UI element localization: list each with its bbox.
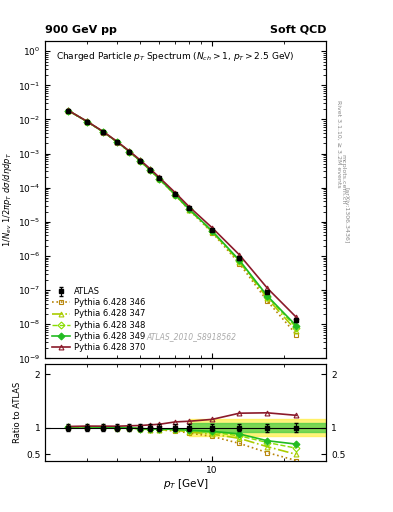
Pythia 6.428 348 [237,258,242,264]
Text: 900 GeV pp: 900 GeV pp [45,25,117,35]
Pythia 6.428 349 [173,191,178,198]
Pythia 6.428 348 [115,139,119,145]
Pythia 6.428 346 [237,261,242,267]
Pythia 6.428 370 [101,129,106,135]
Text: mcplots.cern.ch: mcplots.cern.ch [340,154,345,204]
Bar [189,423,326,432]
Pythia 6.428 370 [148,166,152,172]
Pythia 6.428 346 [210,229,215,236]
Pythia 6.428 349 [237,257,242,263]
Pythia 6.428 348 [265,293,270,300]
Pythia 6.428 347 [115,139,119,145]
Pythia 6.428 347 [101,129,106,135]
Line: Pythia 6.428 348: Pythia 6.428 348 [66,108,299,330]
Pythia 6.428 349 [265,293,270,299]
Pythia 6.428 347 [85,119,90,125]
Pythia 6.428 347 [294,328,299,334]
Pythia 6.428 348 [173,191,178,198]
Pythia 6.428 348 [157,176,162,182]
Pythia 6.428 346 [265,298,270,304]
Pythia 6.428 370 [127,148,132,154]
Line: Pythia 6.428 346: Pythia 6.428 346 [66,108,299,337]
Pythia 6.428 370 [138,157,143,163]
Pythia 6.428 348 [187,206,191,212]
Pythia 6.428 370 [265,285,270,291]
Pythia 6.428 348 [66,108,71,114]
Y-axis label: $1/N_{ev}$ $1/2\pi p_T$ $d\sigma/d\eta dp_T$: $1/N_{ev}$ $1/2\pi p_T$ $d\sigma/d\eta d… [1,152,14,247]
Pythia 6.428 348 [210,228,215,234]
Pythia 6.428 346 [294,331,299,337]
Pythia 6.428 347 [237,259,242,265]
Pythia 6.428 346 [138,158,143,164]
Pythia 6.428 349 [138,158,143,164]
Pythia 6.428 347 [66,108,71,114]
Pythia 6.428 347 [127,148,132,155]
Pythia 6.428 347 [187,206,191,212]
Pythia 6.428 348 [294,325,299,331]
Pythia 6.428 370 [294,314,299,321]
Line: Pythia 6.428 370: Pythia 6.428 370 [66,108,299,319]
Pythia 6.428 349 [85,119,90,125]
Pythia 6.428 349 [66,108,71,114]
X-axis label: $p_T$ [GeV]: $p_T$ [GeV] [163,477,208,492]
Pythia 6.428 349 [187,206,191,212]
Pythia 6.428 349 [127,148,132,155]
Pythia 6.428 349 [157,176,162,182]
Pythia 6.428 346 [115,139,119,145]
Pythia 6.428 349 [148,167,152,173]
Legend: ATLAS, Pythia 6.428 346, Pythia 6.428 347, Pythia 6.428 348, Pythia 6.428 349, P: ATLAS, Pythia 6.428 346, Pythia 6.428 34… [50,285,147,354]
Pythia 6.428 347 [210,229,215,235]
Pythia 6.428 349 [101,129,106,135]
Pythia 6.428 346 [148,167,152,173]
Pythia 6.428 347 [138,158,143,164]
Bar [189,419,326,436]
Pythia 6.428 370 [173,189,178,196]
Pythia 6.428 347 [157,176,162,182]
Line: Pythia 6.428 349: Pythia 6.428 349 [66,108,299,328]
Text: [arXiv:1306.3436]: [arXiv:1306.3436] [344,187,349,243]
Pythia 6.428 346 [85,119,90,125]
Pythia 6.428 370 [187,204,191,210]
Pythia 6.428 346 [173,192,178,198]
Pythia 6.428 349 [115,139,119,145]
Text: Charged Particle $p_T$ Spectrum ($N_{ch} > 1$, $p_T > 2.5$ GeV): Charged Particle $p_T$ Spectrum ($N_{ch}… [57,51,295,63]
Pythia 6.428 346 [101,129,106,135]
Pythia 6.428 370 [157,174,162,180]
Pythia 6.428 346 [187,207,191,213]
Pythia 6.428 347 [265,295,270,301]
Y-axis label: Ratio to ATLAS: Ratio to ATLAS [13,381,22,443]
Pythia 6.428 370 [237,252,242,258]
Text: Rivet 3.1.10, ≥ 3.2M events: Rivet 3.1.10, ≥ 3.2M events [336,99,341,187]
Pythia 6.428 370 [66,108,71,114]
Pythia 6.428 346 [157,176,162,182]
Pythia 6.428 370 [85,118,90,124]
Text: ATLAS_2010_S8918562: ATLAS_2010_S8918562 [146,332,236,342]
Pythia 6.428 370 [115,138,119,144]
Pythia 6.428 348 [101,129,106,135]
Pythia 6.428 348 [127,148,132,155]
Pythia 6.428 346 [127,148,132,155]
Pythia 6.428 348 [148,167,152,173]
Pythia 6.428 346 [66,108,71,114]
Pythia 6.428 348 [138,158,143,164]
Pythia 6.428 349 [294,323,299,329]
Pythia 6.428 347 [173,192,178,198]
Pythia 6.428 370 [210,225,215,231]
Text: Soft QCD: Soft QCD [270,25,326,35]
Line: Pythia 6.428 347: Pythia 6.428 347 [66,108,299,333]
Pythia 6.428 348 [85,119,90,125]
Pythia 6.428 347 [148,167,152,173]
Pythia 6.428 349 [210,228,215,234]
